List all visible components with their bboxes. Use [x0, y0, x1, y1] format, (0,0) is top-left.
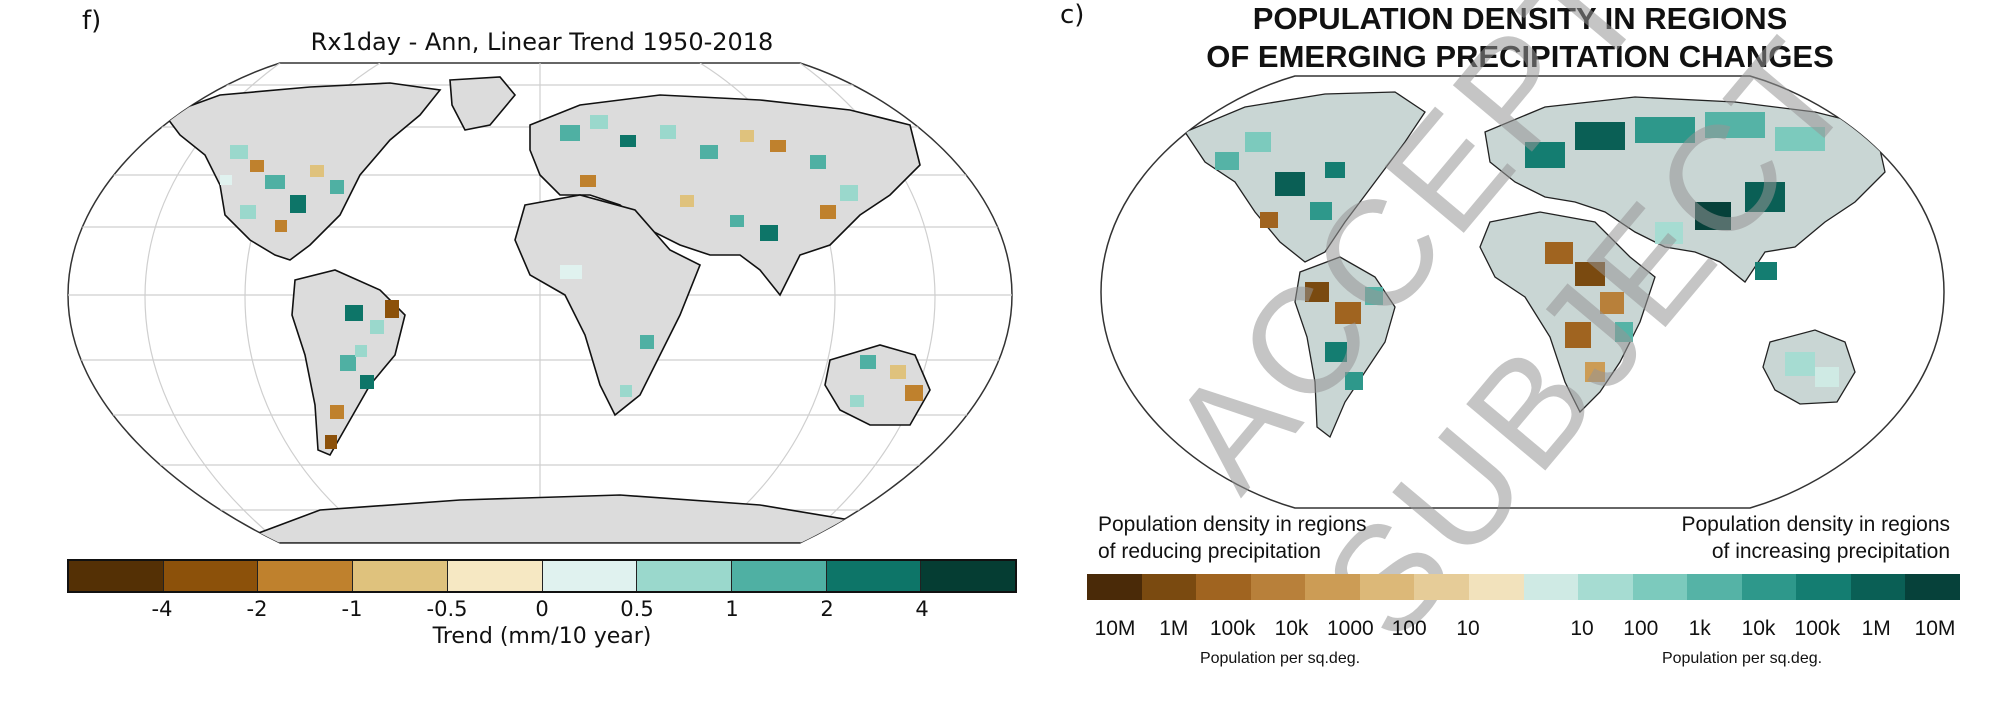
population-colorbar-segment: [1850, 574, 1906, 600]
trend-tick-label: -1: [341, 597, 363, 621]
population-tick-left: 10: [1456, 617, 1480, 640]
trend-colorbar-label: Trend (mm/10 year): [432, 624, 652, 649]
population-tick-left: 10k: [1274, 617, 1309, 640]
north-america: [163, 82, 442, 261]
antarctica: [239, 494, 903, 543]
population-colorbar-segment: [1414, 574, 1469, 600]
population-tick-right: 10M: [1914, 617, 1956, 640]
population-tick-right: 100: [1623, 617, 1659, 640]
trend-tick-label: 1: [725, 597, 739, 621]
population-cells: [1215, 112, 1839, 390]
population-colorbar-segment: [1359, 574, 1415, 600]
population-tick-right: 1k: [1688, 617, 1711, 640]
legend-left-line2: of reducing precipitation: [1098, 540, 1321, 563]
trend-tick-label: -0.5: [426, 597, 468, 621]
population-colorbar-segment: [1578, 574, 1633, 600]
population-colorbar-segment: [1468, 574, 1524, 600]
trend-colorbar-segment: [69, 561, 164, 591]
trend-colorbar-segment: [921, 561, 1016, 591]
trend-colorbar-segment: [447, 561, 543, 591]
trend-colorbar-segment: [826, 561, 922, 591]
population-colorbar-segment: [1687, 574, 1742, 600]
population-colorbar-segment: [1632, 574, 1688, 600]
greenland: [449, 76, 517, 131]
population-colorbar-segment: [1250, 574, 1306, 600]
panel-f-letter: f): [82, 6, 102, 36]
panel-c-title-line2: OF EMERGING PRECIPITATION CHANGES: [1206, 39, 1834, 74]
population-tick-right: 10k: [1741, 617, 1776, 640]
population-colorbar-segment: [1087, 574, 1142, 600]
legend-right-line2: of increasing precipitation: [1711, 540, 1950, 563]
population-colorbar-segment: [1305, 574, 1360, 600]
trend-map: [67, 62, 1013, 544]
population-map: [1100, 75, 1945, 509]
unit-right-label: Population per sq.deg.: [1661, 650, 1823, 667]
legend-right-text: Population density in regions of increas…: [1681, 511, 1950, 565]
population-tick-right: 100k: [1794, 617, 1841, 640]
population-colorbar: [1087, 574, 1960, 600]
trend-tick-label: 0: [535, 597, 549, 621]
panel-c-letter: c): [1060, 0, 1085, 30]
population-tick-right: 10: [1570, 617, 1594, 640]
population-colorbar-segment: [1905, 574, 1960, 600]
population-colorbar-segment: [1796, 574, 1851, 600]
trend-colorbar-segment: [258, 561, 354, 591]
trend-tick-label: -2: [246, 597, 268, 621]
trend-tick-label: -4: [151, 597, 173, 621]
population-tick-left: 100: [1391, 617, 1427, 640]
population-tick-right: 1M: [1861, 617, 1891, 640]
population-tick-left: 1000: [1326, 617, 1374, 640]
legend-left-text: Population density in regions of reducin…: [1098, 511, 1367, 565]
africa: [514, 194, 702, 417]
population-colorbar-segment: [1196, 574, 1251, 600]
trend-colorbar: [67, 559, 1017, 593]
trend-colorbar-segment: [163, 561, 259, 591]
trend-tick-label: 2: [820, 597, 834, 621]
population-colorbar-segment: [1741, 574, 1797, 600]
legend-left-line1: Population density in regions: [1098, 513, 1367, 536]
trend-colorbar-segment: [637, 561, 732, 591]
population-tick-left: 100k: [1209, 617, 1256, 640]
trend-cells: [220, 115, 923, 449]
unit-left-label: Population per sq.deg.: [1199, 650, 1361, 667]
trend-colorbar-segment: [542, 561, 638, 591]
panel-f-title-text: Rx1day - Ann, Linear Trend 1950-2018: [310, 28, 774, 56]
panel-c-title-line1: POPULATION DENSITY IN REGIONS: [1252, 1, 1788, 36]
population-colorbar-segment: [1141, 574, 1197, 600]
population-colorbar-segment: [1523, 574, 1579, 600]
trend-tick-label: 0.5: [620, 597, 654, 621]
legend-right-line1: Population density in regions: [1681, 513, 1950, 536]
trend-tick-label: 4: [915, 597, 929, 621]
trend-colorbar-segment: [353, 561, 448, 591]
population-tick-left: 10M: [1094, 617, 1136, 640]
africa-c: [1479, 211, 1656, 414]
trend-colorbar-segment: [731, 561, 827, 591]
population-tick-left: 1M: [1159, 617, 1189, 640]
